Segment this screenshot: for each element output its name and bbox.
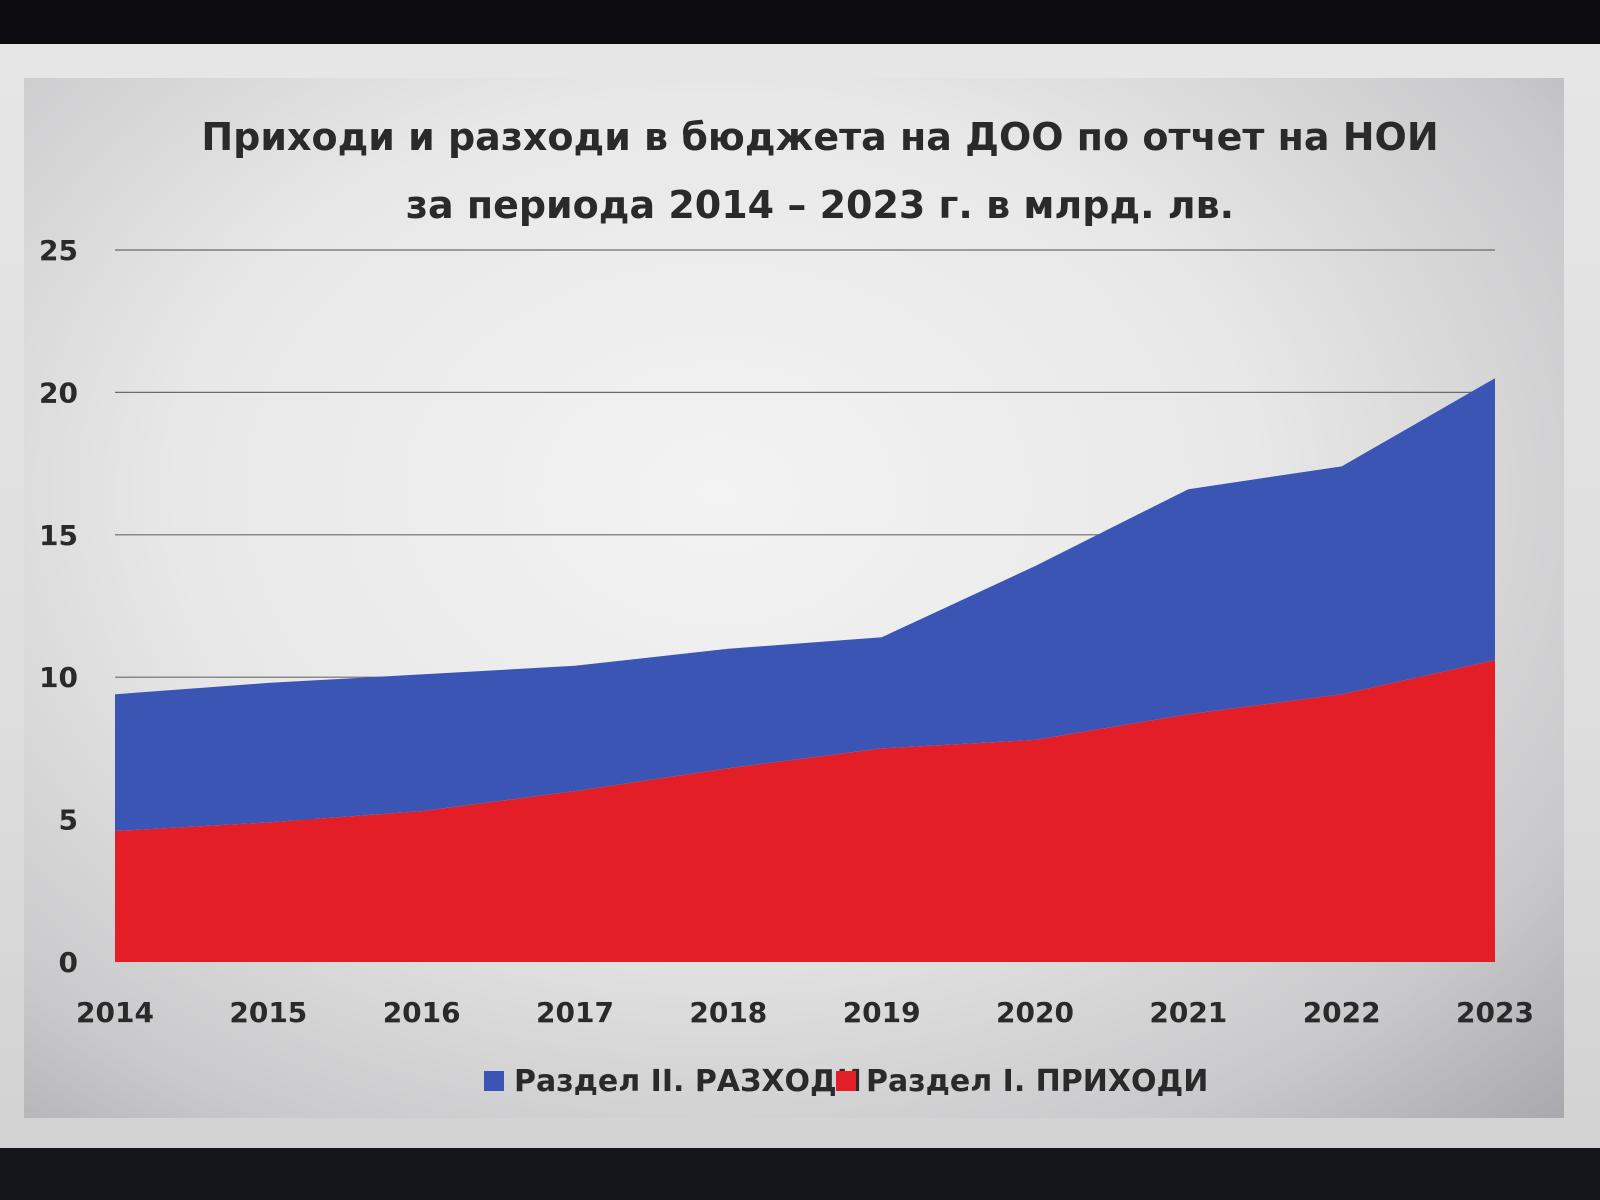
x-tick-label: 2022 (1303, 996, 1381, 1029)
chart-areas (115, 378, 1495, 962)
x-tick-label: 2021 (1149, 996, 1227, 1029)
x-tick-label: 2020 (996, 996, 1074, 1029)
x-tick-label: 2019 (843, 996, 921, 1029)
x-tick-label: 2015 (229, 996, 307, 1029)
area-series-income (115, 660, 1495, 962)
area-series-expenses (115, 378, 1495, 831)
y-tick-label: 20 (39, 376, 78, 409)
y-tick-label: 10 (39, 661, 78, 694)
legend-swatch-income (836, 1071, 856, 1091)
y-tick-label: 5 (59, 804, 78, 837)
x-axis-ticks: 2014 2015 2016 2017 2018 2019 2020 2021 2022 2023 (76, 996, 1534, 1029)
legend-swatch-expenses (484, 1071, 504, 1091)
y-tick-label: 0 (59, 946, 78, 979)
x-tick-label: 2023 (1456, 996, 1534, 1029)
legend-label-income: Раздел I. ПРИХОДИ (866, 1064, 1208, 1099)
chart-title: Приходи и разходи в бюджета на ДОО по от… (201, 115, 1438, 159)
y-tick-label: 25 (39, 234, 78, 267)
y-tick-label: 15 (39, 519, 78, 552)
x-tick-label: 2017 (536, 996, 614, 1029)
x-tick-label: 2014 (76, 996, 154, 1029)
x-tick-label: 2016 (383, 996, 461, 1029)
stage-strip (0, 1148, 1600, 1200)
legend: Раздел II. РАЗХОДИ Раздел I. ПРИХОДИ (484, 1064, 1208, 1099)
legend-label-expenses: Раздел II. РАЗХОДИ (514, 1064, 862, 1099)
chart-subtitle: за периода 2014 – 2023 г. в млрд. лв. (406, 183, 1234, 227)
y-axis-ticks: 0 5 10 15 20 25 (39, 234, 78, 979)
x-tick-label: 2018 (689, 996, 767, 1029)
